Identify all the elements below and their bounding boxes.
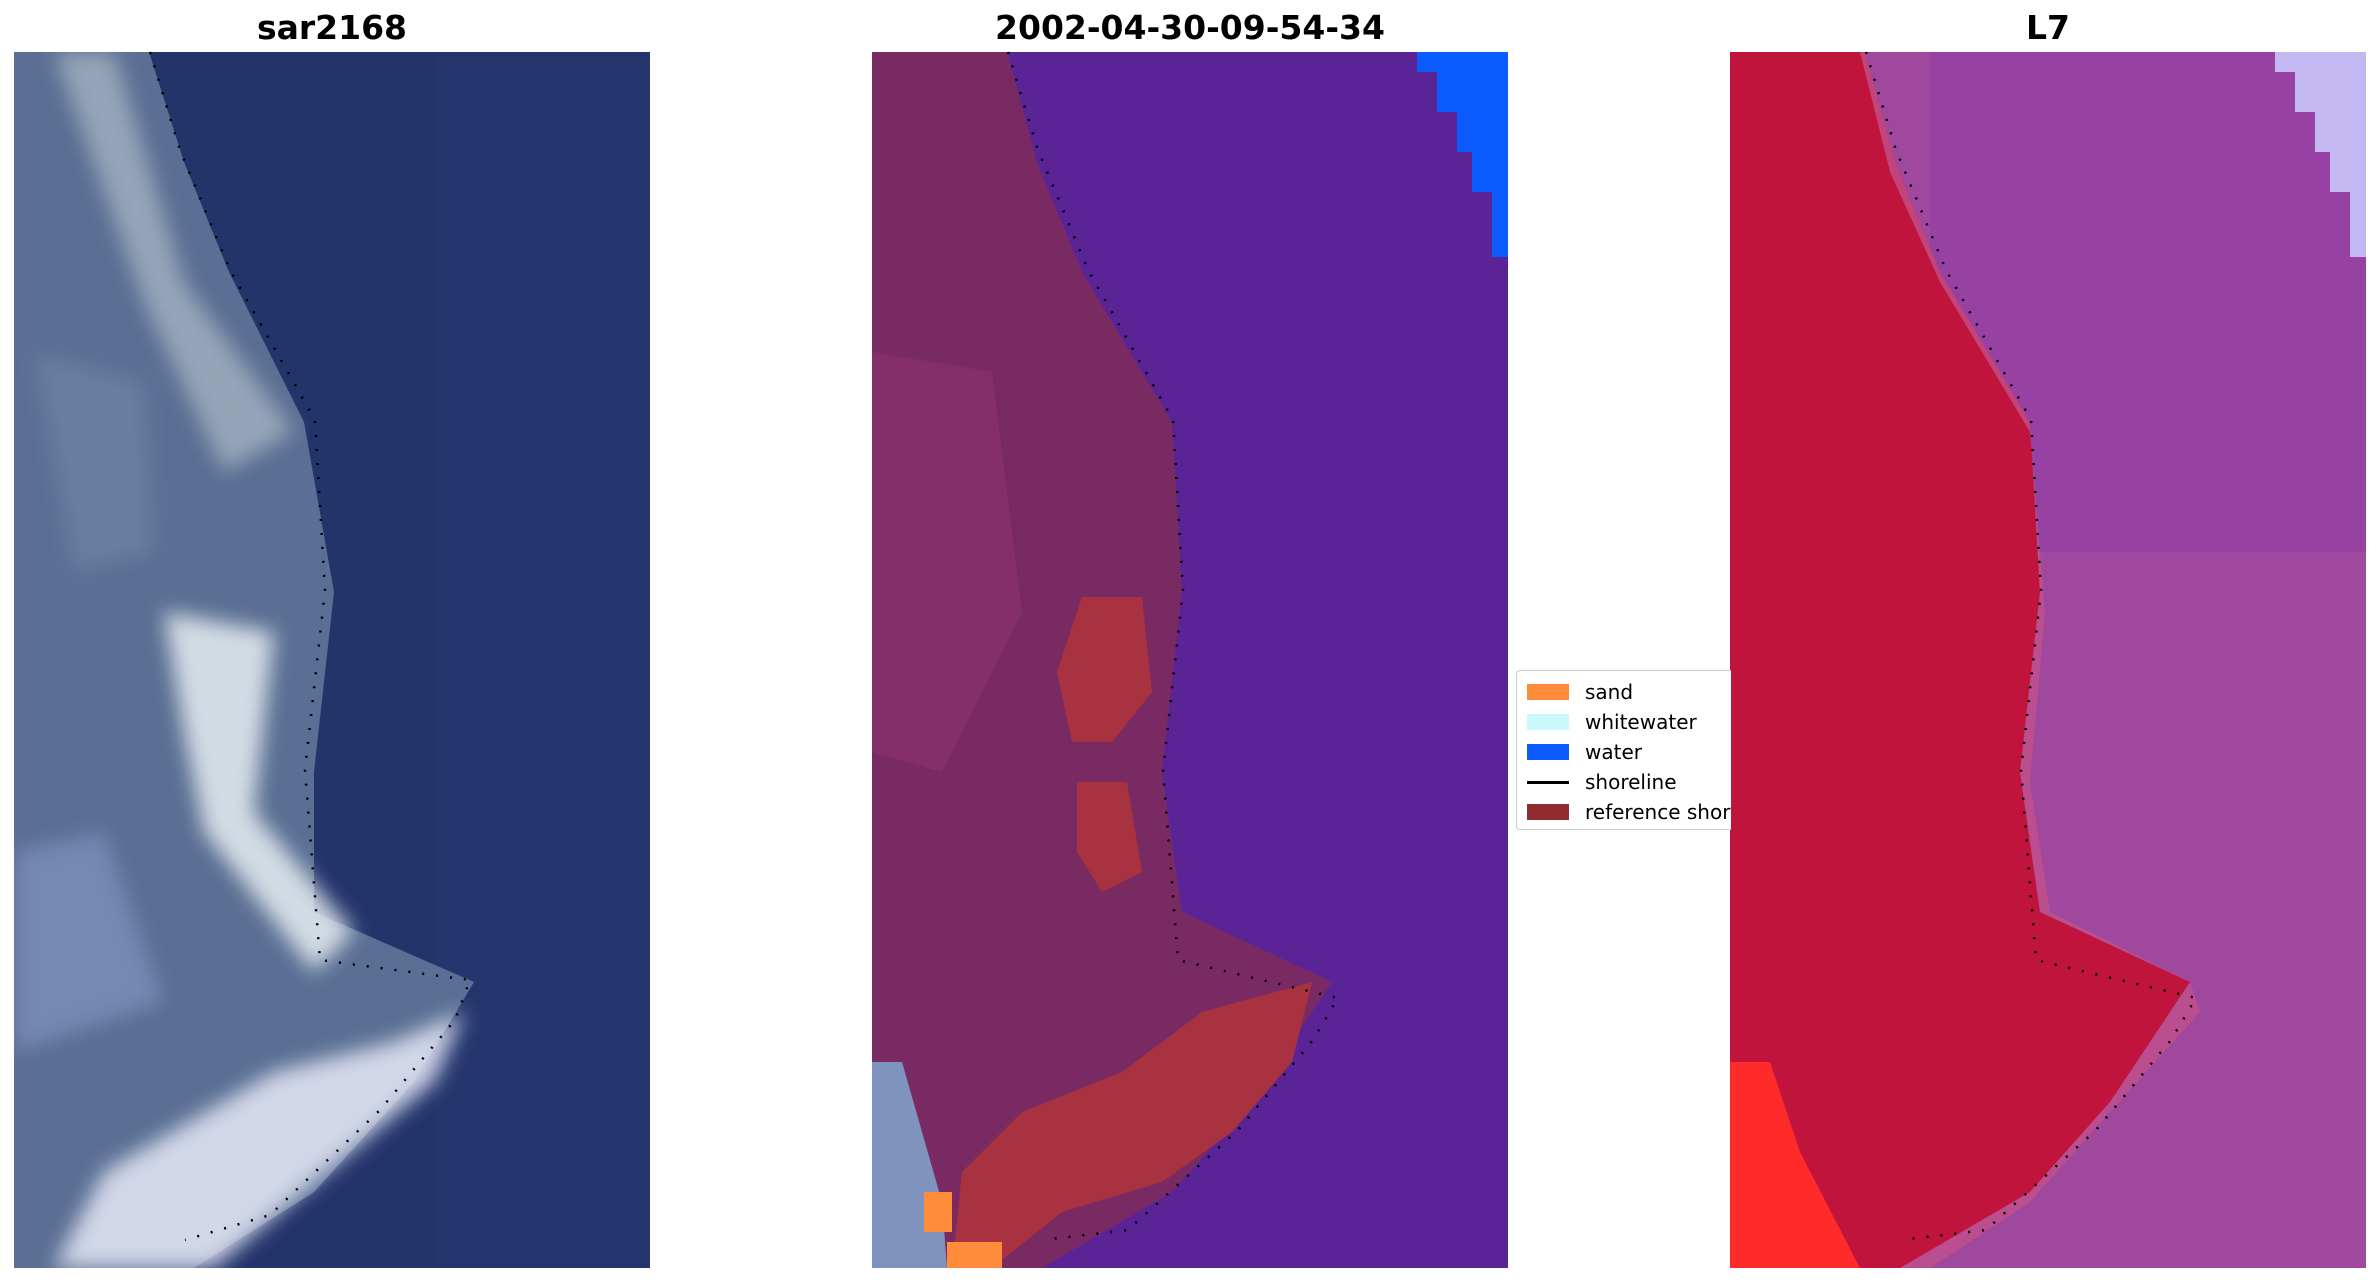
classification-image	[872, 52, 1508, 1268]
legend-label-reference-shoreline: reference shoreline	[1585, 800, 1731, 824]
legend-swatch-shoreline	[1527, 780, 1569, 784]
panel-title-classification: 2002-04-30-09-54-34	[995, 8, 1385, 47]
legend-label-shoreline: shoreline	[1585, 770, 1677, 794]
rgb-image	[14, 52, 650, 1268]
legend-item-reference-shoreline: reference shoreline	[1527, 797, 1731, 827]
legend-item-sand: sand	[1527, 677, 1633, 707]
classification-panel	[872, 52, 1508, 1268]
legend: sand whitewater water shoreline referenc…	[1516, 670, 1731, 830]
nir-image	[1730, 52, 2366, 1268]
rgb-image-panel	[14, 52, 650, 1268]
panel-title-rgb: sar2168	[256, 8, 408, 47]
legend-label-water: water	[1585, 740, 1642, 764]
panel-title-nir: L7	[2026, 8, 2070, 47]
legend-label-sand: sand	[1585, 680, 1634, 704]
legend-swatch-reference-shoreline	[1527, 804, 1569, 820]
panel-edge	[1730, 670, 1732, 828]
legend-swatch-whitewater	[1527, 714, 1569, 730]
legend-swatch-sand	[1527, 684, 1569, 700]
legend-label-whitewater: whitewater	[1585, 710, 1697, 734]
legend-swatch-water	[1527, 744, 1569, 760]
legend-item-water: water	[1527, 737, 1642, 767]
legend-item-whitewater: whitewater	[1527, 707, 1697, 737]
nir-image-panel	[1730, 52, 2366, 1268]
legend-item-shoreline: shoreline	[1527, 767, 1677, 797]
